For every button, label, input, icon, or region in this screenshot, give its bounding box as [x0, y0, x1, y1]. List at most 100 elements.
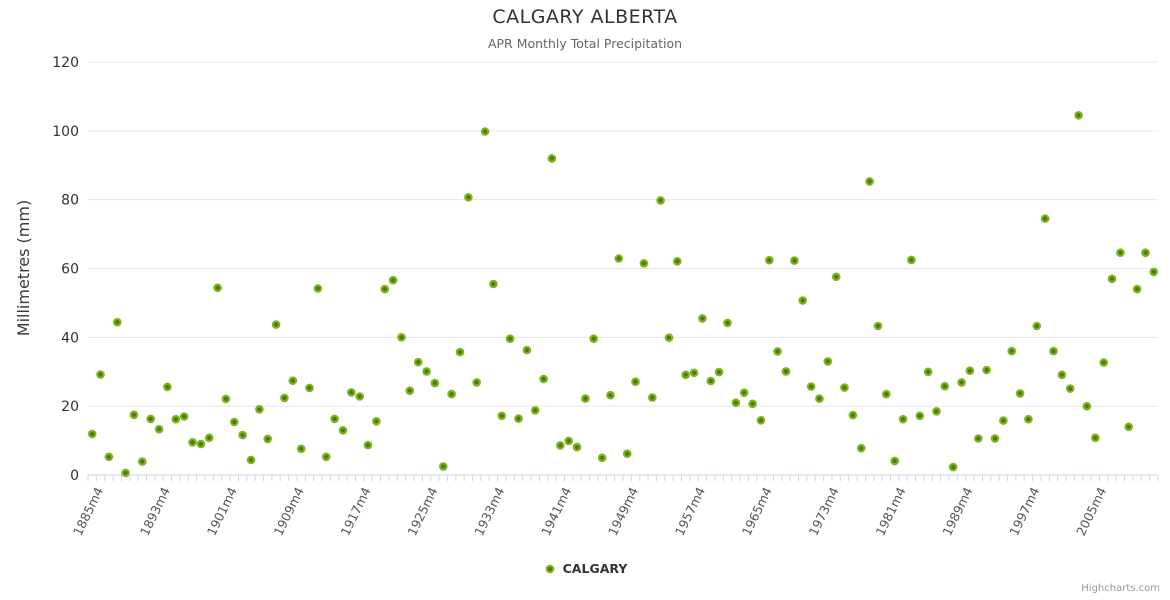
- data-point[interactable]: [915, 411, 925, 421]
- data-point[interactable]: [999, 416, 1008, 425]
- data-point[interactable]: [823, 357, 833, 366]
- data-point[interactable]: [1149, 267, 1159, 277]
- data-point[interactable]: [764, 255, 774, 265]
- data-point[interactable]: [346, 388, 356, 397]
- data-point[interactable]: [564, 436, 574, 446]
- data-point[interactable]: [464, 193, 473, 202]
- data-point[interactable]: [489, 279, 498, 289]
- data-point[interactable]: [1074, 111, 1083, 120]
- data-point[interactable]: [614, 254, 624, 263]
- data-point[interactable]: [430, 378, 440, 388]
- data-point[interactable]: [455, 347, 465, 357]
- data-point[interactable]: [280, 393, 289, 403]
- data-point[interactable]: [188, 437, 197, 447]
- legend-item-calgary[interactable]: CALGARY: [0, 561, 1170, 576]
- data-point[interactable]: [522, 345, 532, 355]
- data-point[interactable]: [380, 284, 390, 294]
- data-point[interactable]: [957, 378, 966, 387]
- data-point[interactable]: [238, 430, 247, 440]
- data-point[interactable]: [321, 452, 331, 462]
- data-point[interactable]: [973, 434, 983, 443]
- data-point[interactable]: [731, 398, 741, 408]
- data-point[interactable]: [689, 368, 699, 378]
- data-point[interactable]: [104, 452, 114, 462]
- data-point[interactable]: [982, 365, 991, 375]
- data-point[interactable]: [472, 378, 482, 387]
- data-point[interactable]: [438, 462, 448, 471]
- data-point[interactable]: [990, 434, 1000, 443]
- data-point[interactable]: [1124, 422, 1134, 432]
- data-point[interactable]: [121, 468, 130, 478]
- data-point[interactable]: [138, 457, 147, 466]
- data-point[interactable]: [355, 392, 365, 401]
- data-point[interactable]: [555, 441, 565, 450]
- data-point[interactable]: [505, 334, 515, 344]
- data-point[interactable]: [1049, 346, 1058, 356]
- data-point[interactable]: [96, 370, 105, 379]
- data-point[interactable]: [163, 382, 172, 392]
- data-point[interactable]: [848, 410, 858, 420]
- data-point[interactable]: [631, 377, 640, 387]
- data-point[interactable]: [873, 321, 883, 331]
- data-point[interactable]: [547, 154, 557, 163]
- data-point[interactable]: [597, 453, 607, 463]
- data-point[interactable]: [932, 406, 941, 416]
- data-point[interactable]: [113, 317, 122, 327]
- data-point[interactable]: [831, 272, 841, 282]
- data-point[interactable]: [948, 462, 958, 472]
- data-point[interactable]: [1107, 274, 1117, 284]
- data-point[interactable]: [664, 333, 674, 343]
- data-point[interactable]: [681, 370, 691, 380]
- data-point[interactable]: [497, 411, 507, 421]
- data-point[interactable]: [1040, 214, 1050, 223]
- data-point[interactable]: [87, 429, 97, 439]
- data-point[interactable]: [413, 357, 423, 367]
- data-point[interactable]: [313, 284, 323, 293]
- data-point[interactable]: [1024, 414, 1033, 424]
- data-point[interactable]: [397, 332, 406, 342]
- data-point[interactable]: [672, 256, 682, 266]
- data-point[interactable]: [698, 314, 707, 323]
- data-point[interactable]: [790, 256, 799, 265]
- data-point[interactable]: [639, 258, 649, 268]
- data-point[interactable]: [1065, 384, 1075, 393]
- data-point[interactable]: [865, 177, 874, 186]
- data-point[interactable]: [881, 389, 891, 399]
- data-point[interactable]: [363, 440, 373, 450]
- data-point[interactable]: [940, 381, 950, 391]
- data-point[interactable]: [388, 275, 398, 285]
- data-point[interactable]: [622, 449, 632, 459]
- data-point[interactable]: [1032, 321, 1042, 331]
- data-point[interactable]: [221, 394, 231, 404]
- data-point[interactable]: [1091, 433, 1100, 443]
- data-point[interactable]: [714, 367, 724, 377]
- data-point[interactable]: [581, 394, 590, 403]
- data-point[interactable]: [129, 410, 139, 420]
- data-point[interactable]: [338, 425, 348, 435]
- data-point[interactable]: [213, 283, 222, 293]
- data-point[interactable]: [572, 442, 582, 452]
- data-point[interactable]: [288, 376, 298, 386]
- data-point[interactable]: [539, 374, 548, 384]
- data-point[interactable]: [898, 414, 908, 424]
- data-point[interactable]: [196, 439, 206, 449]
- data-point[interactable]: [372, 416, 381, 426]
- data-point[interactable]: [405, 386, 415, 396]
- data-point[interactable]: [1007, 346, 1017, 356]
- highcharts-credit-link[interactable]: Highcharts.com: [1081, 583, 1160, 594]
- data-point[interactable]: [480, 127, 490, 136]
- data-point[interactable]: [263, 434, 273, 444]
- data-point[interactable]: [606, 390, 615, 400]
- data-point[interactable]: [305, 383, 314, 393]
- data-point[interactable]: [296, 444, 306, 454]
- data-point[interactable]: [530, 405, 540, 415]
- data-point[interactable]: [1116, 248, 1125, 258]
- data-point[interactable]: [330, 414, 339, 424]
- data-point[interactable]: [756, 415, 766, 425]
- data-point[interactable]: [656, 196, 665, 205]
- data-point[interactable]: [773, 347, 782, 356]
- data-point[interactable]: [1015, 389, 1025, 398]
- data-point[interactable]: [246, 455, 256, 465]
- data-point[interactable]: [739, 388, 749, 398]
- data-point[interactable]: [723, 318, 732, 328]
